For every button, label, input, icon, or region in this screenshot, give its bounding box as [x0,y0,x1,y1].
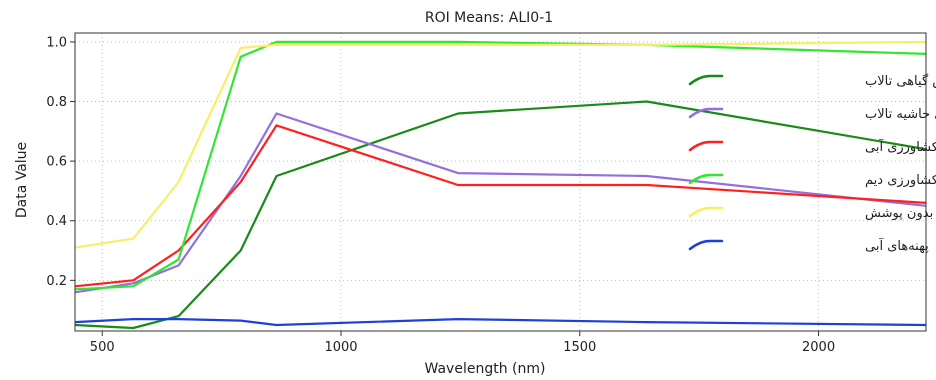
legend-item-2: اراضی کشاورزی آبی [688,138,936,155]
y-tick-label-4: 1.0 [46,35,67,50]
series-line-4 [74,40,927,249]
legend-swatch-2 [688,140,724,152]
x-axis-label: Wavelength (nm) [425,361,546,377]
legend-item-3: اراضی کشاورزی دیم [688,173,936,188]
y-tick-label-0: 0.2 [46,274,67,289]
legend-swatch-5 [688,239,724,251]
legend-item-4: خاک بدون پوشش [688,206,936,221]
legend: پوشش گیاهی تالاب پوشش گیاهی حاشیه تالاب ار… [688,73,936,254]
y-axis-ticks: 0.2 0.4 0.6 0.8 1.0 [46,35,75,289]
legend-item-1: پوشش گیاهی حاشیه تالاب [688,106,936,122]
series-line-1 [74,112,927,294]
plot-background [75,33,926,331]
legend-label-2: اراضی کشاورزی آبی [865,138,936,155]
x-tick-label-3: 2000 [802,340,835,355]
y-axis-label: Data Value [14,142,30,218]
legend-swatch-1 [688,107,724,119]
x-tick-label-0: 500 [90,340,115,355]
plot-area [75,33,926,331]
series-line-0 [74,100,927,330]
chart-title: ROI Means: ALI0-1 [425,10,553,26]
legend-label-3: اراضی کشاورزی دیم [865,173,936,188]
series-line-5 [74,318,927,327]
gridlines [75,33,926,331]
legend-swatch-4 [688,206,724,218]
legend-swatch-3 [688,173,724,185]
plot-frame [74,32,927,332]
legend-label-5: پهنه‌های آبی [865,237,929,254]
legend-swatch-0 [688,74,724,86]
y-tick-label-2: 0.6 [46,155,67,170]
x-tick-label-2: 1500 [563,340,596,355]
x-tick-label-1: 1000 [324,340,357,355]
y-tick-label-3: 0.8 [46,95,67,110]
legend-item-0: پوشش گیاهی تالاب [688,73,936,89]
x-axis-ticks: 500 1000 1500 2000 [90,331,835,355]
legend-item-5: پهنه‌های آبی [688,237,929,254]
legend-label-0: پوشش گیاهی تالاب [865,73,936,89]
y-tick-label-1: 0.4 [46,214,67,229]
legend-label-4: خاک بدون پوشش [865,206,936,221]
series-lines [74,40,927,330]
legend-label-1: پوشش گیاهی حاشیه تالاب [865,106,936,122]
axes [74,32,927,332]
series-line-2 [74,124,927,288]
